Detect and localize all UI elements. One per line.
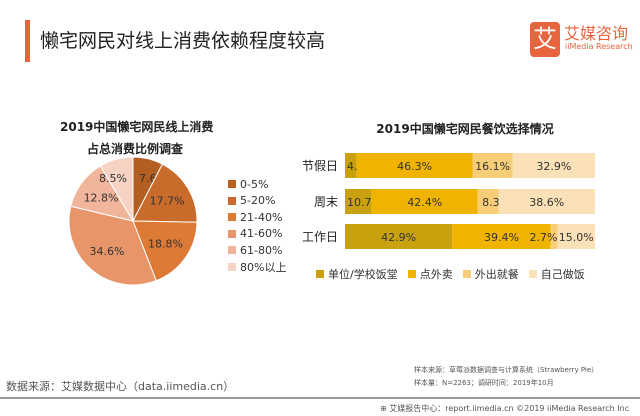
bar-label: 38.6% <box>529 196 564 209</box>
legend-item: 80%以上 <box>228 259 286 276</box>
legend-item: 单位/学校饭堂 <box>316 266 398 282</box>
pie-label: 12.8% <box>84 191 119 204</box>
legend-swatch <box>228 196 236 205</box>
legend-label: 外出就餐 <box>474 268 519 281</box>
bar-segment <box>498 189 595 214</box>
logo-icon: 艾 <box>530 22 560 57</box>
legend-label: 5-20% <box>240 194 276 208</box>
pie-slice-41-60% <box>68 205 157 286</box>
bar-label: 42.9% <box>381 231 416 244</box>
legend-swatch <box>228 262 236 271</box>
row-label: 工作日 <box>302 230 338 244</box>
bar-label: 46.3% <box>397 160 432 173</box>
legend-item: 41-60% <box>228 226 286 243</box>
legend-label: 点外卖 <box>419 268 453 281</box>
title-accent-bar <box>25 20 30 62</box>
bar-label: 39.4% <box>484 231 519 244</box>
bar-label: 2.7% <box>530 231 558 244</box>
bar-label: 15.0% <box>559 231 594 244</box>
legend-label: 80%以上 <box>240 260 287 274</box>
bar-segment <box>356 153 473 178</box>
legend-swatch <box>228 213 236 222</box>
pie-slice-5-20% <box>132 163 198 223</box>
legend-swatch <box>528 270 537 278</box>
bar-legend: 单位/学校饭堂 点外卖 外出就餐 自己做饭 <box>316 266 585 282</box>
legend-swatch <box>407 270 416 278</box>
pie-slice-80%以上 <box>99 156 134 223</box>
legend-swatch <box>462 270 471 278</box>
legend-item: 外出就餐 <box>462 266 519 282</box>
legend-swatch <box>228 180 236 189</box>
page-title: 懒宅网民对线上消费依赖程度较高 <box>40 30 326 52</box>
legend-label: 单位/学校饭堂 <box>328 268 398 281</box>
legend-item: 点外卖 <box>407 266 453 282</box>
bar-segment <box>345 189 372 214</box>
bar-segment <box>345 153 357 178</box>
legend-item: 0-5% <box>228 176 286 193</box>
pie-label: 8.5% <box>99 172 127 185</box>
legend-swatch <box>228 229 236 238</box>
logo-subtext: iiMedia Research <box>565 42 633 51</box>
logo-text: 艾媒咨询 <box>564 24 629 43</box>
legend-item: 61-80% <box>228 242 286 259</box>
bar-segment <box>371 189 478 214</box>
data-source: 数据来源：艾媒数据中心（data.iimedia.cn） <box>6 380 235 393</box>
pie-legend: 0-5% 5-20% 21-40% 41-60% 61-80% 80%以上 <box>228 176 286 275</box>
bar-segment <box>557 224 595 249</box>
bar-segment <box>345 224 453 249</box>
bar-label: 42.4% <box>407 196 442 209</box>
bar-title: 2019中国懒宅网民餐饮选择情况 <box>376 122 554 136</box>
bar-segment <box>477 189 499 214</box>
legend-swatch <box>228 246 236 255</box>
legend-label: 自己做饭 <box>540 268 585 281</box>
pie-label: 34.6% <box>89 245 124 258</box>
legend-item: 自己做饭 <box>528 266 585 282</box>
legend-item: 5-20% <box>228 193 286 210</box>
pie-title-line1: 2019中国懒宅网民线上消费 <box>60 120 214 134</box>
bar-label: 32.9% <box>536 160 571 173</box>
pie-label: 17.7% <box>150 195 185 208</box>
bar-segment <box>550 224 558 249</box>
footer-divider <box>0 397 640 399</box>
globe-icon: ⊕ <box>380 404 390 413</box>
bar-segment <box>512 153 595 178</box>
pie-label: 18.8% <box>148 238 183 251</box>
legend-label: 41-60% <box>240 227 283 241</box>
legend-item: 21-40% <box>228 209 286 226</box>
legend-label: 61-80% <box>240 243 283 257</box>
bar-segment <box>452 224 551 249</box>
sample-size: 样本量：N=2263；调研时间：2019年10月 <box>414 379 554 387</box>
legend-label: 0-5% <box>240 177 269 191</box>
legend-swatch <box>316 270 324 278</box>
legend-label: 21-40% <box>240 210 283 224</box>
bar-label: 16.1% <box>475 160 510 173</box>
pie-title-line2: 占总消费比例调查 <box>86 142 183 156</box>
sample-source: 样本来源：草莓派数据调查与计算系统（Strawberry Pie） <box>414 366 599 374</box>
bar-segment <box>472 153 513 178</box>
row-label: 节假日 <box>302 159 338 173</box>
copyright: ⊕ 艾媒报告中心：report.iimedia.cn ©2019 iiMedia… <box>380 403 629 414</box>
copyright-text: 艾媒报告中心：report.iimedia.cn ©2019 iiMedia R… <box>389 404 630 413</box>
row-label: 周末 <box>314 195 338 209</box>
pie-slice-21-40% <box>132 220 198 282</box>
